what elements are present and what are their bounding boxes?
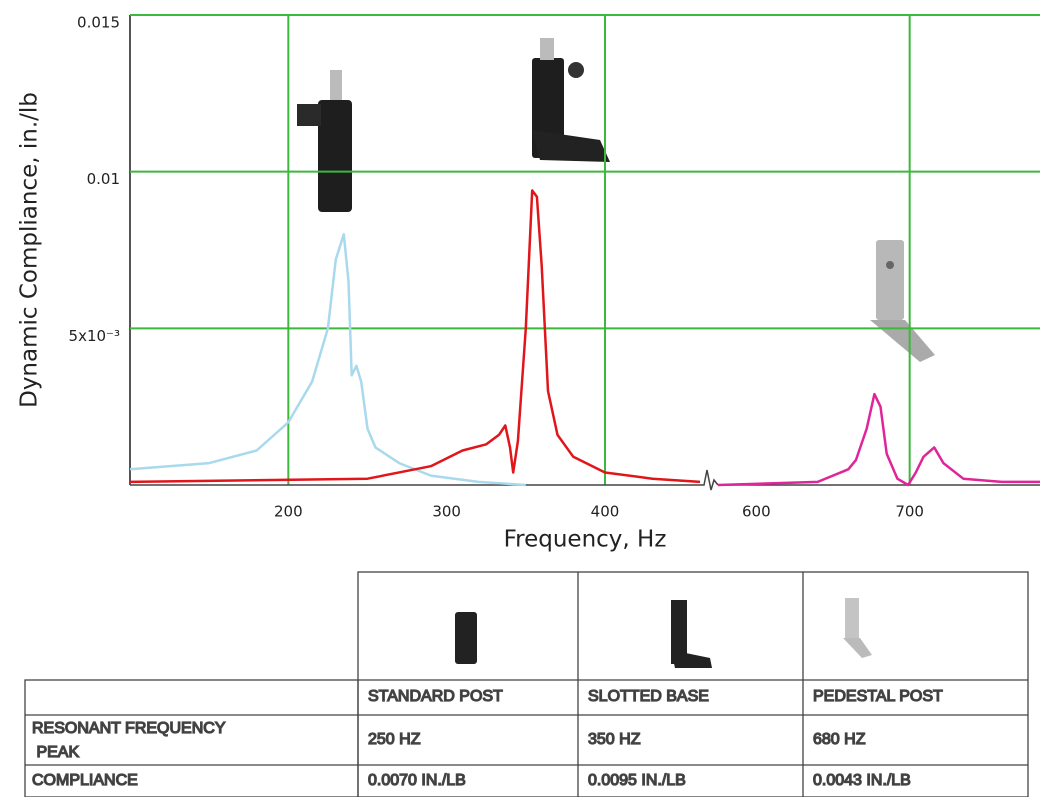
column-header: PEDESTAL POST <box>813 688 943 705</box>
table-cell: 0.0070 IN./LB <box>368 772 466 789</box>
table-cell: 250 HZ <box>368 731 421 748</box>
x-tick-label: 200 <box>274 503 303 521</box>
x-tick-label: 700 <box>895 503 924 521</box>
table-cell: 0.0043 IN./LB <box>813 772 911 789</box>
series-line <box>129 233 526 487</box>
axis-break <box>698 469 719 491</box>
series-line <box>717 392 1040 487</box>
series-line <box>129 189 701 484</box>
table-cell: 0.0095 IN./LB <box>588 772 686 789</box>
standard-post-photo <box>297 70 352 212</box>
table-cell: 680 HZ <box>813 731 866 748</box>
table: STANDARD POST SLOTTED BASE PEDESTAL POST RE… <box>24 571 1029 797</box>
y-tick-label: 5x10⁻³ <box>69 327 120 345</box>
x-tick-label: 600 <box>742 503 771 521</box>
column-header: STANDARD POST <box>368 688 503 705</box>
pedestal-post-photo <box>870 240 935 362</box>
table-cell: 350 HZ <box>588 731 641 748</box>
row-header: RESONANT FREQUENCY PEAK <box>32 720 226 761</box>
x-tick-label: 400 <box>591 503 620 521</box>
row-header: COMPLIANCE <box>32 772 138 789</box>
y-tick-label: 0.01 <box>87 170 120 188</box>
slotted-base-photo <box>532 38 610 162</box>
y-tick-label: 0.015 <box>77 14 120 32</box>
x-axis-label: Frequency, Hz <box>504 527 667 553</box>
y-axis-label: Dynamic Compliance, in./lb <box>17 92 43 408</box>
x-tick-label: 300 <box>432 503 461 521</box>
column-header: SLOTTED BASE <box>588 688 709 705</box>
